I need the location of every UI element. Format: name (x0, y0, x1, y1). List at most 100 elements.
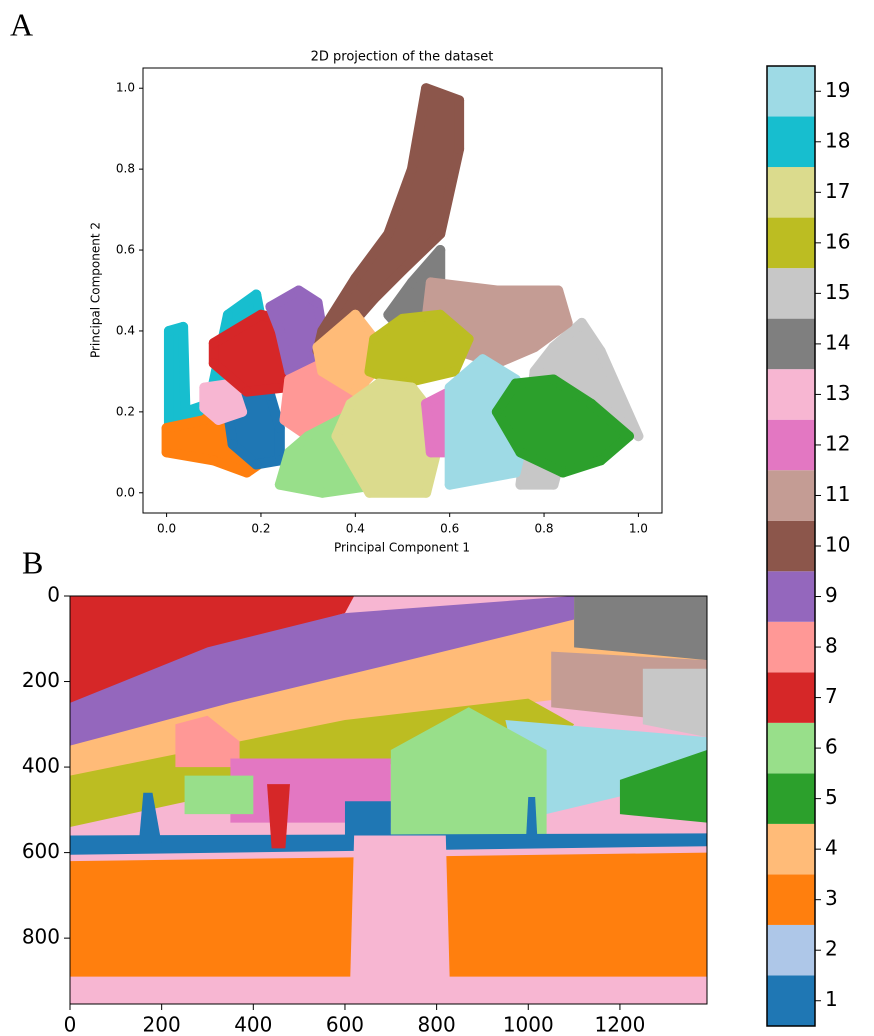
axes-frame (142, 67, 663, 514)
colorbar-tick-label: 13 (825, 381, 850, 405)
y-tick-label: 0.6 (116, 243, 135, 257)
colorbar-segment (767, 470, 815, 521)
colorbar-segment (767, 621, 815, 673)
y-tick-label: 800 (22, 925, 60, 949)
x-tick-label: 0 (64, 1013, 77, 1036)
cluster-point (576, 317, 587, 328)
segment-region (505, 720, 707, 819)
cluster-region (364, 309, 474, 389)
colorbar-segment (767, 571, 815, 622)
colorbar-segment (767, 369, 815, 420)
colorbar-segment (767, 924, 815, 976)
colorbar-tick-label: 17 (825, 179, 850, 203)
cluster-point (510, 467, 521, 478)
colorbar-tick-label: 4 (825, 836, 838, 860)
cluster-point (199, 402, 210, 413)
cluster-point (463, 334, 474, 345)
colorbar-tick-label: 16 (825, 229, 850, 253)
x-tick-label: 800 (418, 1013, 456, 1036)
cluster-point (369, 293, 380, 304)
cluster-point (477, 354, 488, 365)
y-tick-label: 400 (22, 754, 60, 778)
cluster-point (548, 342, 559, 353)
segment-region (175, 715, 240, 768)
cluster-point (425, 447, 436, 458)
x-tick-label: 0.8 (534, 522, 553, 536)
colorbar-segment (767, 318, 815, 370)
cluster-point (529, 366, 540, 377)
colorbar-tick-label: 5 (825, 785, 838, 809)
segment-region (344, 801, 391, 838)
cluster-point (562, 317, 573, 328)
cluster-point (213, 414, 224, 425)
colorbar-segment (767, 419, 815, 471)
cluster-point (241, 386, 252, 397)
cluster-point (364, 487, 375, 498)
colorbar-tick-label: 14 (825, 330, 850, 354)
cluster-point (237, 406, 248, 417)
cluster-point (406, 164, 417, 175)
cluster-point (199, 414, 210, 425)
x-tick-label: 1000 (503, 1013, 554, 1036)
colorbar-tick-label: 3 (825, 886, 838, 910)
image-area (70, 596, 707, 1004)
cluster-point (383, 228, 394, 239)
cluster-point (265, 301, 276, 312)
y-tick-label: 0.4 (116, 323, 135, 337)
cluster-point (444, 382, 455, 393)
colorbar-tick-label: 7 (825, 684, 838, 708)
colorbar-segment (767, 66, 815, 117)
cluster-point (623, 431, 634, 442)
cluster-point (397, 265, 408, 276)
cluster-point (383, 309, 394, 320)
colorbar-segment (767, 773, 815, 824)
x-tick-label: 400 (234, 1013, 272, 1036)
cluster-point (274, 479, 285, 490)
x-axis-label: Principal Component 1 (334, 541, 470, 555)
cluster-point (199, 382, 210, 393)
x-tick-label: 0.6 (440, 522, 459, 536)
plot-area (161, 83, 644, 498)
cluster-point (373, 378, 384, 389)
panel-label: B (22, 544, 43, 580)
colorbar-segment (767, 874, 815, 925)
colorbar-tick-label: 8 (825, 634, 838, 658)
colorbar-segment (767, 116, 815, 168)
y-tick-label: 0.2 (116, 404, 135, 418)
x-tick-label: 0.2 (251, 522, 270, 536)
cluster-point (435, 245, 446, 256)
colorbar-segment (767, 167, 815, 218)
cluster-point (255, 309, 266, 320)
segment-region (349, 835, 451, 1004)
cluster-point (317, 487, 328, 498)
segment-region (138, 792, 162, 845)
x-tick-label: 600 (326, 1013, 364, 1036)
cluster-point (421, 487, 432, 498)
y-tick-label: 0.0 (116, 485, 135, 499)
cluster-point (208, 338, 219, 349)
colorbar-tick-label: 2 (825, 937, 838, 961)
segment-region (184, 775, 254, 815)
cluster-point (406, 382, 417, 393)
cluster-point (421, 398, 432, 409)
colorbar-segment (767, 217, 815, 269)
cluster-point (435, 309, 446, 320)
cluster-point (553, 285, 564, 296)
cluster-point (557, 467, 568, 478)
cluster-point (548, 374, 559, 385)
cluster-point (595, 455, 606, 466)
cluster-point (350, 273, 361, 284)
colorbar-tick-label: 12 (825, 431, 850, 455)
segment-region (574, 596, 707, 661)
cluster-point (529, 342, 540, 353)
cluster-point (317, 325, 328, 336)
panel-label: A (10, 6, 33, 42)
cluster-point (208, 358, 219, 369)
segment-region (525, 797, 538, 840)
colorbar-segment (767, 823, 815, 875)
colorbar-tick-label: 15 (825, 280, 850, 304)
colorbar-tick-label: 11 (825, 482, 850, 506)
chart-title: 2D projection of the dataset (311, 50, 494, 65)
cluster-point (515, 447, 526, 458)
